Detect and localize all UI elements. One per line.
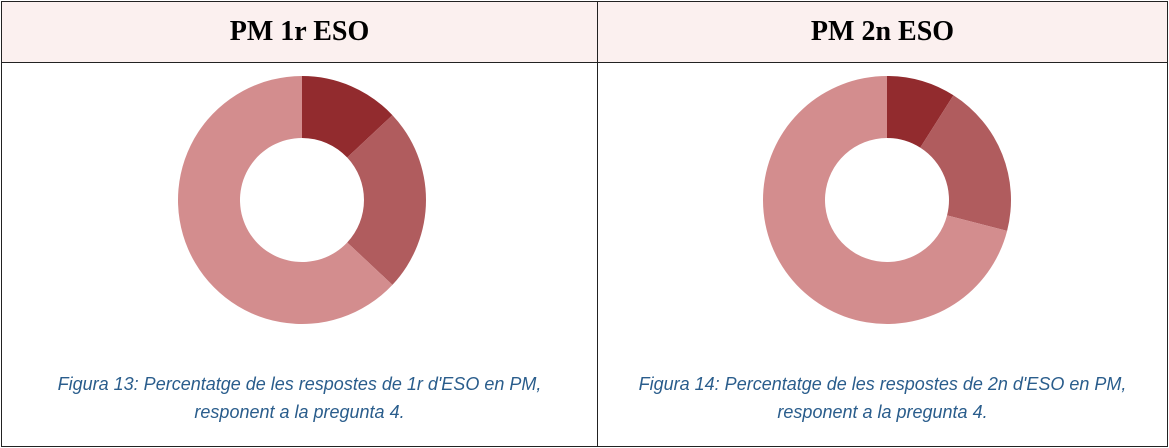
column-header: PM 2n ESO (597, 1, 1168, 63)
donut-chart (763, 76, 1011, 325)
figure-caption: Figura 13: Percentatge de les respostes … (57, 374, 542, 422)
donut-segment (920, 95, 1011, 231)
donut-segment (178, 76, 393, 324)
donut-chart (178, 76, 427, 324)
chart-cell: Figura 14: Percentatge de les respostes … (597, 62, 1168, 447)
donut-segment (887, 76, 954, 148)
donut-segment (347, 115, 427, 285)
donut-segment (302, 76, 393, 158)
figure-caption: Figura 14: Percentatge de les respostes … (638, 374, 1127, 422)
donut-segment (763, 76, 1008, 325)
chart-cell: Figura 13: Percentatge de les respostes … (1, 62, 598, 447)
column-header: PM 1r ESO (1, 1, 598, 63)
